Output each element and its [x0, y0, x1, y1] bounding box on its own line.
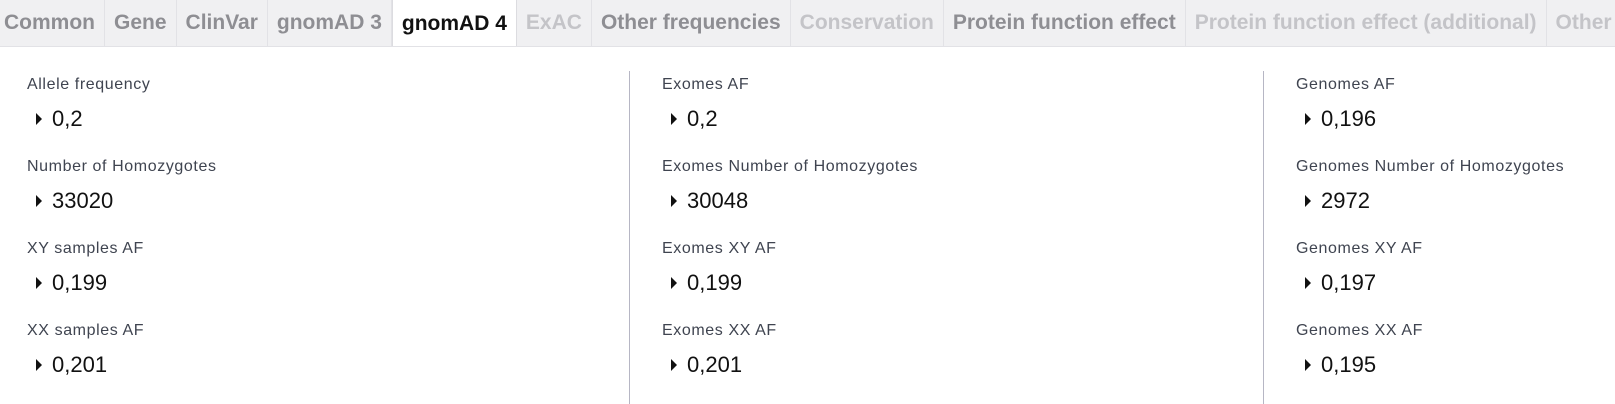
tab-gene[interactable]: Gene	[105, 0, 177, 46]
field-label: XX samples AF	[27, 322, 145, 339]
field-label: Genomes XX AF	[1296, 322, 1423, 339]
field-label: Allele frequency	[27, 76, 151, 93]
tab-clinvar[interactable]: ClinVar	[177, 0, 268, 46]
field-value: 0,201	[687, 352, 743, 377]
tab-protein-function-effect[interactable]: Protein function effect	[944, 0, 1186, 46]
field-exomes-xx-af: Exomes XX AF 0,201	[662, 321, 918, 403]
expand-caret-icon[interactable]	[671, 195, 677, 207]
tab-other: Other	[1547, 0, 1615, 46]
tab-other-frequencies[interactable]: Other frequencies	[592, 0, 791, 46]
field-label: Genomes Number of Homozygotes	[1296, 158, 1565, 175]
field-value: 0,199	[52, 270, 108, 295]
gnomad-4-panel: Allele frequency 0,2 Number of Homozygot…	[0, 47, 1615, 404]
field-allele-frequency: Allele frequency 0,2	[27, 75, 217, 157]
tab-protein-function-effect-additional: Protein function effect (additional)	[1186, 0, 1547, 46]
expand-caret-icon[interactable]	[671, 359, 677, 371]
field-value: 0,197	[1321, 270, 1377, 295]
expand-caret-icon[interactable]	[1305, 113, 1311, 125]
overall-column: Allele frequency 0,2 Number of Homozygot…	[0, 47, 628, 404]
field-exomes-af: Exomes AF 0,2	[662, 75, 918, 157]
tab-bar: Common Gene ClinVar gnomAD 3 gnomAD 4 Ex…	[0, 0, 1615, 47]
expand-caret-icon[interactable]	[36, 195, 42, 207]
expand-caret-icon[interactable]	[36, 359, 42, 371]
tab-gnomad-3[interactable]: gnomAD 3	[268, 0, 392, 46]
field-label: Exomes AF	[662, 76, 750, 93]
field-label: Genomes AF	[1296, 76, 1396, 93]
tab-exac: ExAC	[517, 0, 592, 46]
field-value: 2972	[1321, 188, 1370, 213]
field-exomes-xy-af: Exomes XY AF 0,199	[662, 239, 918, 321]
field-label: Number of Homozygotes	[27, 158, 217, 175]
field-genomes-af: Genomes AF 0,196	[1296, 75, 1564, 157]
expand-caret-icon[interactable]	[671, 113, 677, 125]
field-value: 0,2	[687, 106, 718, 131]
field-exomes-number-of-homozygotes: Exomes Number of Homozygotes 30048	[662, 157, 918, 239]
expand-caret-icon[interactable]	[1305, 359, 1311, 371]
field-value: 0,196	[1321, 106, 1377, 131]
field-label: Genomes XY AF	[1296, 240, 1423, 257]
exomes-column: Exomes AF 0,2 Exomes Number of Homozygot…	[629, 71, 1264, 404]
field-value: 0,2	[52, 106, 83, 131]
expand-caret-icon[interactable]	[36, 277, 42, 289]
field-label: Exomes Number of Homozygotes	[662, 158, 919, 175]
expand-caret-icon[interactable]	[671, 277, 677, 289]
expand-caret-icon[interactable]	[36, 113, 42, 125]
field-xy-samples-af: XY samples AF 0,199	[27, 239, 217, 321]
expand-caret-icon[interactable]	[1305, 277, 1311, 289]
field-label: Exomes XX AF	[662, 322, 777, 339]
tab-conservation: Conservation	[791, 0, 944, 46]
field-genomes-number-of-homozygotes: Genomes Number of Homozygotes 2972	[1296, 157, 1564, 239]
field-value: 33020	[52, 188, 114, 213]
expand-caret-icon[interactable]	[1305, 195, 1311, 207]
tab-gnomad-4[interactable]: gnomAD 4	[391, 0, 517, 46]
field-xx-samples-af: XX samples AF 0,201	[27, 321, 217, 403]
field-value: 0,199	[687, 270, 743, 295]
field-value: 30048	[687, 188, 749, 213]
field-label: Exomes XY AF	[662, 240, 777, 257]
tab-common[interactable]: Common	[0, 0, 105, 46]
field-genomes-xx-af: Genomes XX AF 0,195	[1296, 321, 1564, 403]
genomes-column: Genomes AF 0,196 Genomes Number of Homoz…	[1263, 71, 1615, 404]
field-number-of-homozygotes: Number of Homozygotes 33020	[27, 157, 217, 239]
field-value: 0,201	[52, 352, 108, 377]
field-genomes-xy-af: Genomes XY AF 0,197	[1296, 239, 1564, 321]
field-label: XY samples AF	[27, 240, 144, 257]
field-value: 0,195	[1321, 352, 1377, 377]
